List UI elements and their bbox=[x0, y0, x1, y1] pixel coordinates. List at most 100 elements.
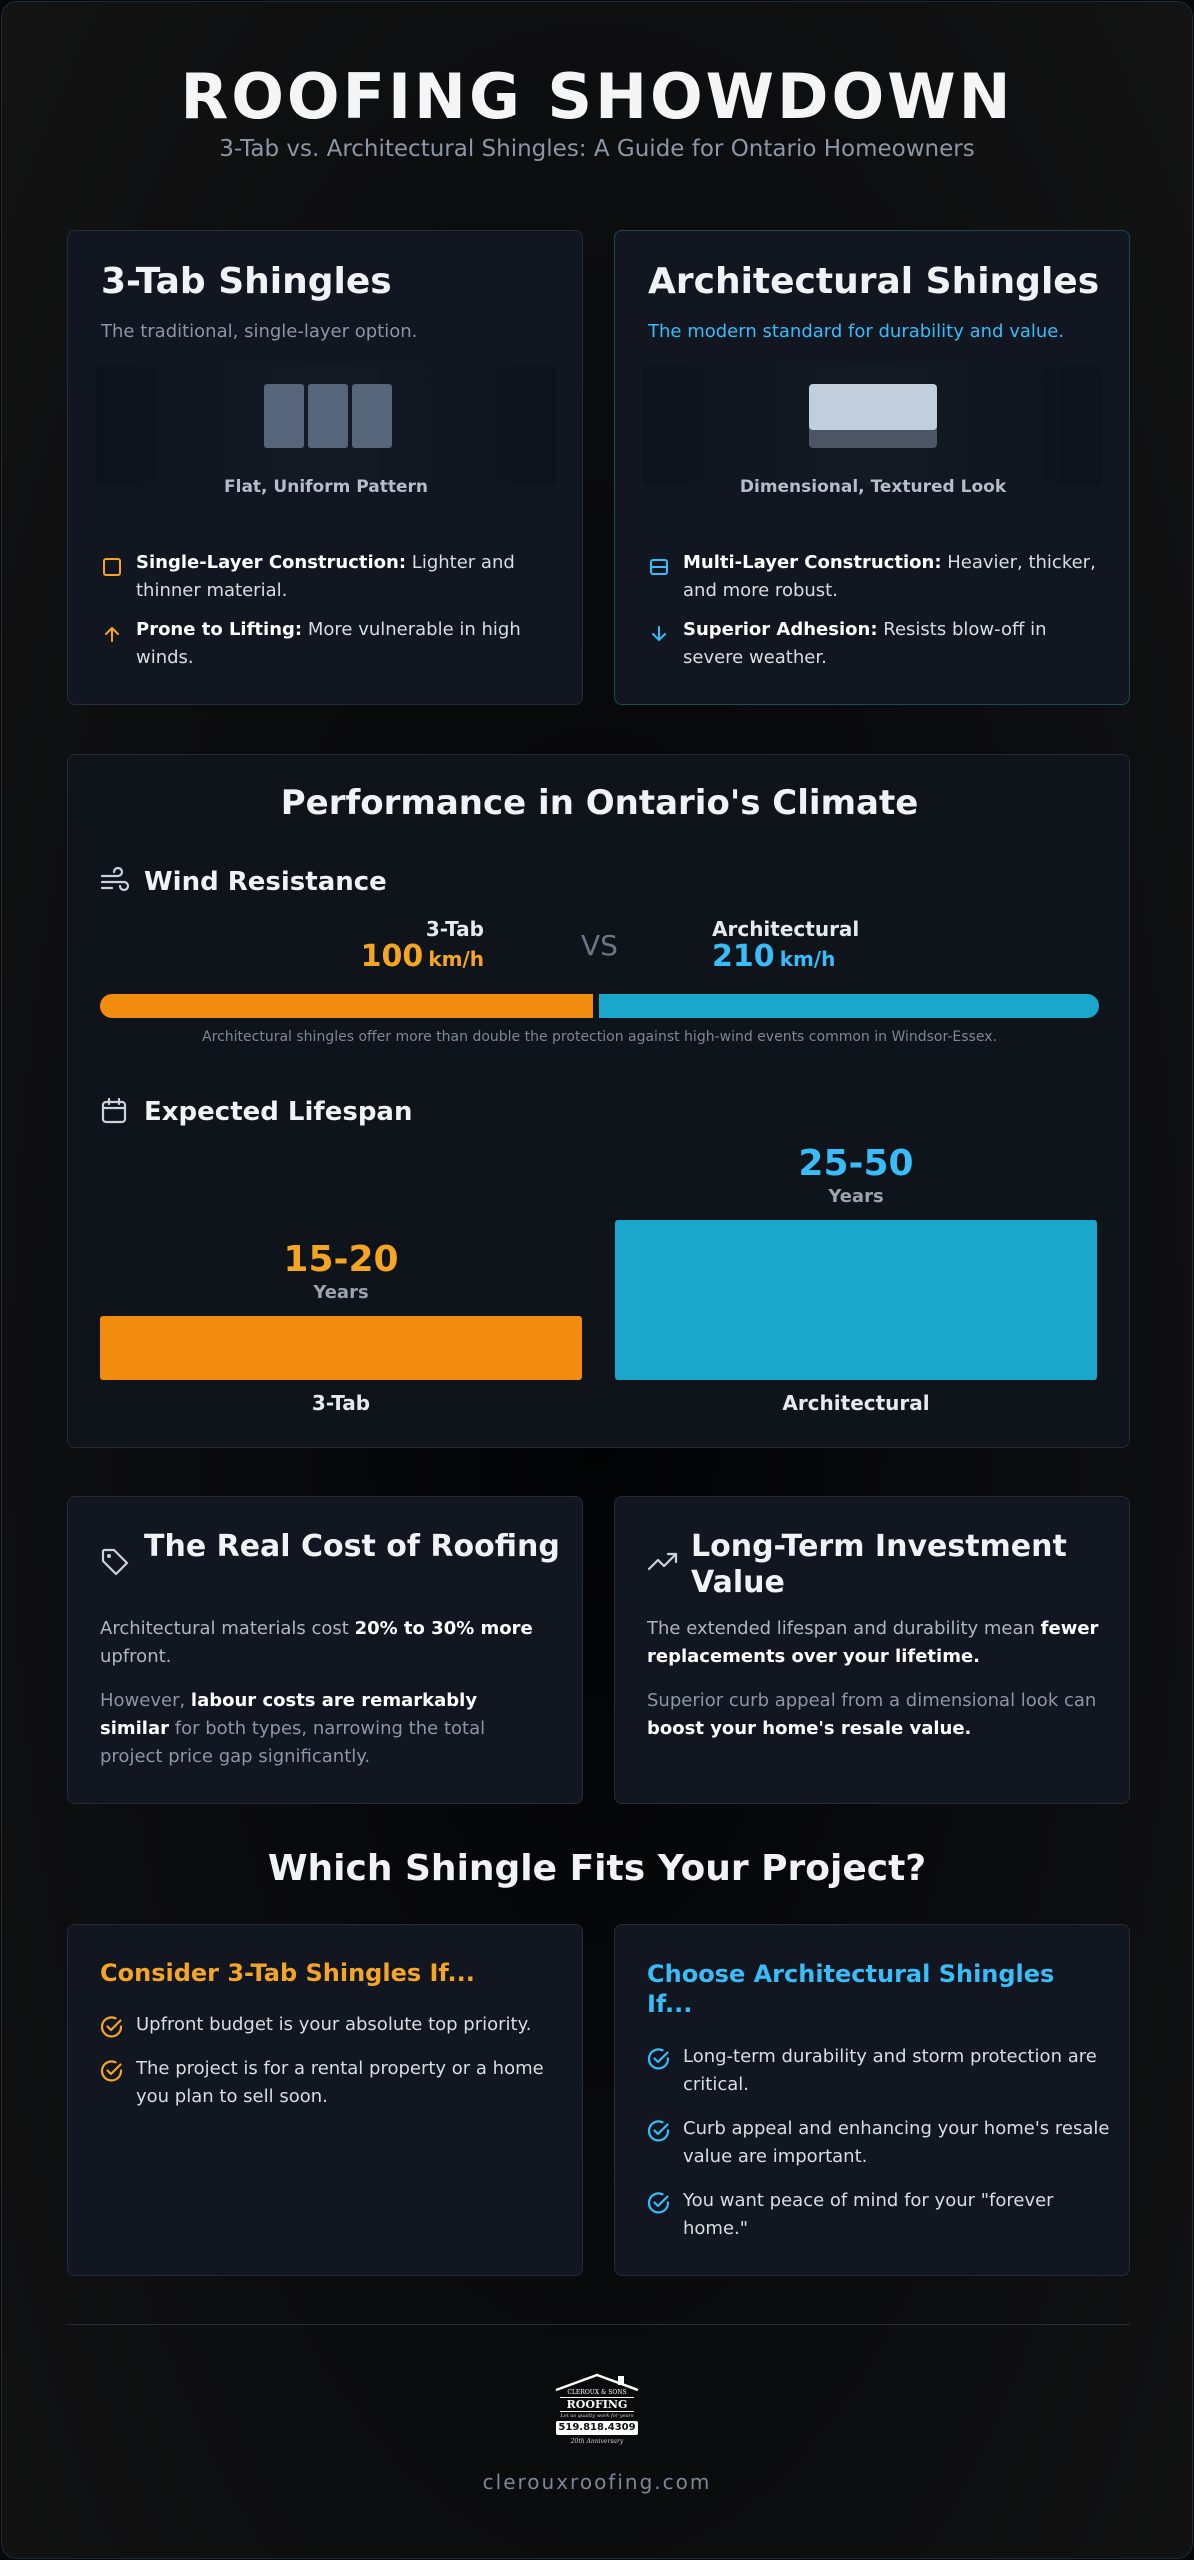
architectural-feature-1-label: Multi-Layer Construction: bbox=[683, 552, 942, 573]
wind-resistance-heading: Wind Resistance bbox=[144, 867, 387, 897]
page-subtitle: 3-Tab vs. Architectural Shingles: A Guid… bbox=[219, 136, 975, 162]
lifespan-bar-three-tab bbox=[100, 1316, 582, 1380]
logo-line-1: CLEROUX & SONS bbox=[567, 2389, 627, 2396]
check-circle-icon bbox=[100, 2016, 123, 2038]
three-tab-pattern-label: Flat, Uniform Pattern bbox=[224, 477, 428, 497]
architectural-fit-heading: Choose Architectural Shingles If... bbox=[647, 1960, 1055, 2018]
wind-value-architectural: 210 bbox=[712, 939, 775, 974]
layers-icon bbox=[650, 559, 668, 575]
architectural-feature-2: Superior Adhesion: Resists blow-off in s… bbox=[683, 616, 1103, 672]
architectural-pattern-box bbox=[643, 366, 1103, 486]
architectural-fit-item-2: Curb appeal and enhancing your home's re… bbox=[683, 2118, 1110, 2167]
cost-title: The Real Cost of Roofing bbox=[144, 1529, 560, 1564]
investment-p1-highlight: fewer bbox=[1040, 1618, 1099, 1639]
three-tab-feature-2: Prone to Lifting: More vulnerable in hig… bbox=[136, 616, 556, 672]
investment-title: Long-Term Investment Value bbox=[691, 1529, 1067, 1600]
three-tab-card: 3-Tab Shingles The traditional, single-l… bbox=[67, 230, 583, 705]
arrow-up-icon bbox=[105, 627, 119, 642]
lifespan-unit-three-tab: Years bbox=[313, 1282, 369, 1303]
price-tag-icon bbox=[101, 1548, 129, 1576]
three-tab-fit-item-2: The project is for a rental property or … bbox=[136, 2058, 544, 2107]
architectural-card: Architectural Shingles The modern standa… bbox=[614, 230, 1130, 705]
three-tab-feature-1-label: Single-Layer Construction: bbox=[136, 552, 407, 573]
cost-paragraph-1: Architectural materials cost 20% to 30% … bbox=[100, 1615, 560, 1671]
investment-p1-text: The extended lifespan and durability mea… bbox=[647, 1618, 1041, 1639]
logo-line-2: ROOFING bbox=[560, 2397, 634, 2412]
wind-label-architectural: Architectural bbox=[712, 917, 860, 941]
cost-p2-highlight: labour costs are remarkably bbox=[190, 1690, 478, 1711]
three-tab-description: The traditional, single-layer option. bbox=[101, 321, 418, 342]
three-tab-feature-1: Single-Layer Construction: Lighter and t… bbox=[136, 549, 556, 605]
footer-divider bbox=[67, 2324, 1130, 2325]
company-logo: CLEROUX & SONS ROOFING Let us quality wo… bbox=[552, 2372, 642, 2454]
cost-p2-text-2: for both types, narrowing the total bbox=[169, 1718, 486, 1739]
investment-p1-highlight-2: replacements over your lifetime. bbox=[647, 1646, 980, 1667]
lifespan-heading: Expected Lifespan bbox=[144, 1097, 413, 1127]
wind-value-three-tab-group: 100 km/h bbox=[68, 939, 484, 974]
lifespan-label-architectural: Architectural bbox=[782, 1391, 930, 1415]
cost-paragraph-2: However, labour costs are remarkably simi… bbox=[100, 1687, 560, 1771]
performance-card: Performance in Ontario's Climate Wind Re… bbox=[67, 754, 1130, 1448]
cost-p1-text-end: upfront. bbox=[100, 1646, 172, 1667]
three-tab-feature-1-text: Lighter and thinner material. bbox=[136, 552, 515, 601]
website-link[interactable]: clerouxroofing.com bbox=[482, 2470, 712, 2494]
three-tab-fit-item-1: Upfront budget is your absolute top prio… bbox=[136, 2014, 532, 2035]
performance-title: Performance in Ontario's Climate bbox=[280, 783, 919, 823]
wind-value-three-tab: 100 bbox=[360, 939, 424, 974]
cost-p2-highlight-2: similar bbox=[100, 1718, 170, 1739]
architectural-feature-2-text: Resists blow-off in severe weather. bbox=[683, 619, 1047, 668]
check-circle-icon bbox=[647, 2192, 670, 2214]
architectural-fit-item-1: Long-term durability and storm protectio… bbox=[683, 2046, 1097, 2095]
page-title: ROOFING SHOWDOWN bbox=[180, 60, 1014, 133]
wind-bar-architectural bbox=[599, 994, 1099, 1018]
investment-card: Long-Term Investment Value The extended … bbox=[614, 1496, 1130, 1804]
architectural-fit-card: Choose Architectural Shingles If... Long… bbox=[614, 1924, 1130, 2276]
investment-p2-text: Superior curb appeal from a dimensional … bbox=[647, 1690, 1097, 1711]
cost-card: The Real Cost of Roofing Architectural m… bbox=[67, 1496, 583, 1804]
vs-label: VS bbox=[581, 929, 618, 962]
trending-up-icon bbox=[647, 1552, 678, 1571]
wind-unit-three-tab: km/h bbox=[428, 947, 484, 971]
lifespan-value-three-tab: 15-20 bbox=[283, 1239, 399, 1280]
investment-paragraph-1: The extended lifespan and durability mea… bbox=[647, 1615, 1117, 1671]
wind-label-three-tab: 3-Tab bbox=[425, 917, 484, 941]
logo-line-3: Let us quality work for years bbox=[560, 2413, 634, 2419]
three-tab-title: 3-Tab Shingles bbox=[101, 261, 392, 302]
lifespan-bar-architectural bbox=[615, 1220, 1097, 1380]
calendar-icon bbox=[101, 1097, 127, 1124]
roof-icon bbox=[555, 2373, 639, 2392]
square-icon bbox=[103, 558, 121, 576]
cost-p2-text-3: project price gap significantly. bbox=[100, 1746, 371, 1767]
architectural-feature-1-text: Heavier, thicker, and more robust. bbox=[683, 552, 1096, 601]
lifespan-unit-architectural: Years bbox=[828, 1186, 884, 1207]
investment-paragraph-2: Superior curb appeal from a dimensional … bbox=[647, 1687, 1117, 1743]
cost-p1-text: Architectural materials cost bbox=[100, 1618, 355, 1639]
three-tab-shingle-icon bbox=[264, 384, 392, 448]
lifespan-value-architectural: 25-50 bbox=[798, 1143, 914, 1184]
logo-phone: 519.818.4309 bbox=[556, 2421, 638, 2435]
architectural-feature-2-label: Superior Adhesion: bbox=[683, 619, 878, 640]
three-tab-fit-heading: Consider 3-Tab Shingles If... bbox=[100, 1959, 475, 1987]
architectural-shingle-icon bbox=[809, 384, 937, 448]
architectural-fit-item-3: You want peace of mind for your "forever… bbox=[683, 2190, 1054, 2239]
wind-unit-architectural: km/h bbox=[779, 947, 836, 971]
wind-bar-three-tab bbox=[100, 994, 593, 1018]
check-circle-icon bbox=[100, 2060, 123, 2082]
three-tab-fit-card: Consider 3-Tab Shingles If... Upfront bu… bbox=[67, 1924, 583, 2276]
logo-line-4: 20th Anniversary bbox=[570, 2438, 624, 2445]
architectural-description: The modern standard for durability and v… bbox=[648, 321, 1065, 342]
wind-note: Architectural shingles offer more than d… bbox=[202, 1029, 997, 1045]
three-tab-feature-2-text: More vulnerable in high winds. bbox=[136, 619, 521, 668]
architectural-feature-1: Multi-Layer Construction: Heavier, thick… bbox=[683, 549, 1103, 605]
three-tab-feature-2-label: Prone to Lifting: bbox=[136, 619, 303, 640]
wind-value-architectural-group: 210 km/h bbox=[712, 939, 835, 974]
wind-icon bbox=[100, 867, 130, 892]
check-circle-icon bbox=[647, 2048, 670, 2070]
arrow-down-icon bbox=[652, 626, 666, 641]
three-tab-pattern-box bbox=[96, 366, 556, 486]
cost-p1-highlight: 20% to 30% more bbox=[354, 1618, 533, 1639]
investment-p2-highlight: boost your home's resale value. bbox=[647, 1718, 972, 1739]
check-circle-icon bbox=[647, 2120, 670, 2142]
lifespan-label-three-tab: 3-Tab bbox=[311, 1391, 371, 1415]
